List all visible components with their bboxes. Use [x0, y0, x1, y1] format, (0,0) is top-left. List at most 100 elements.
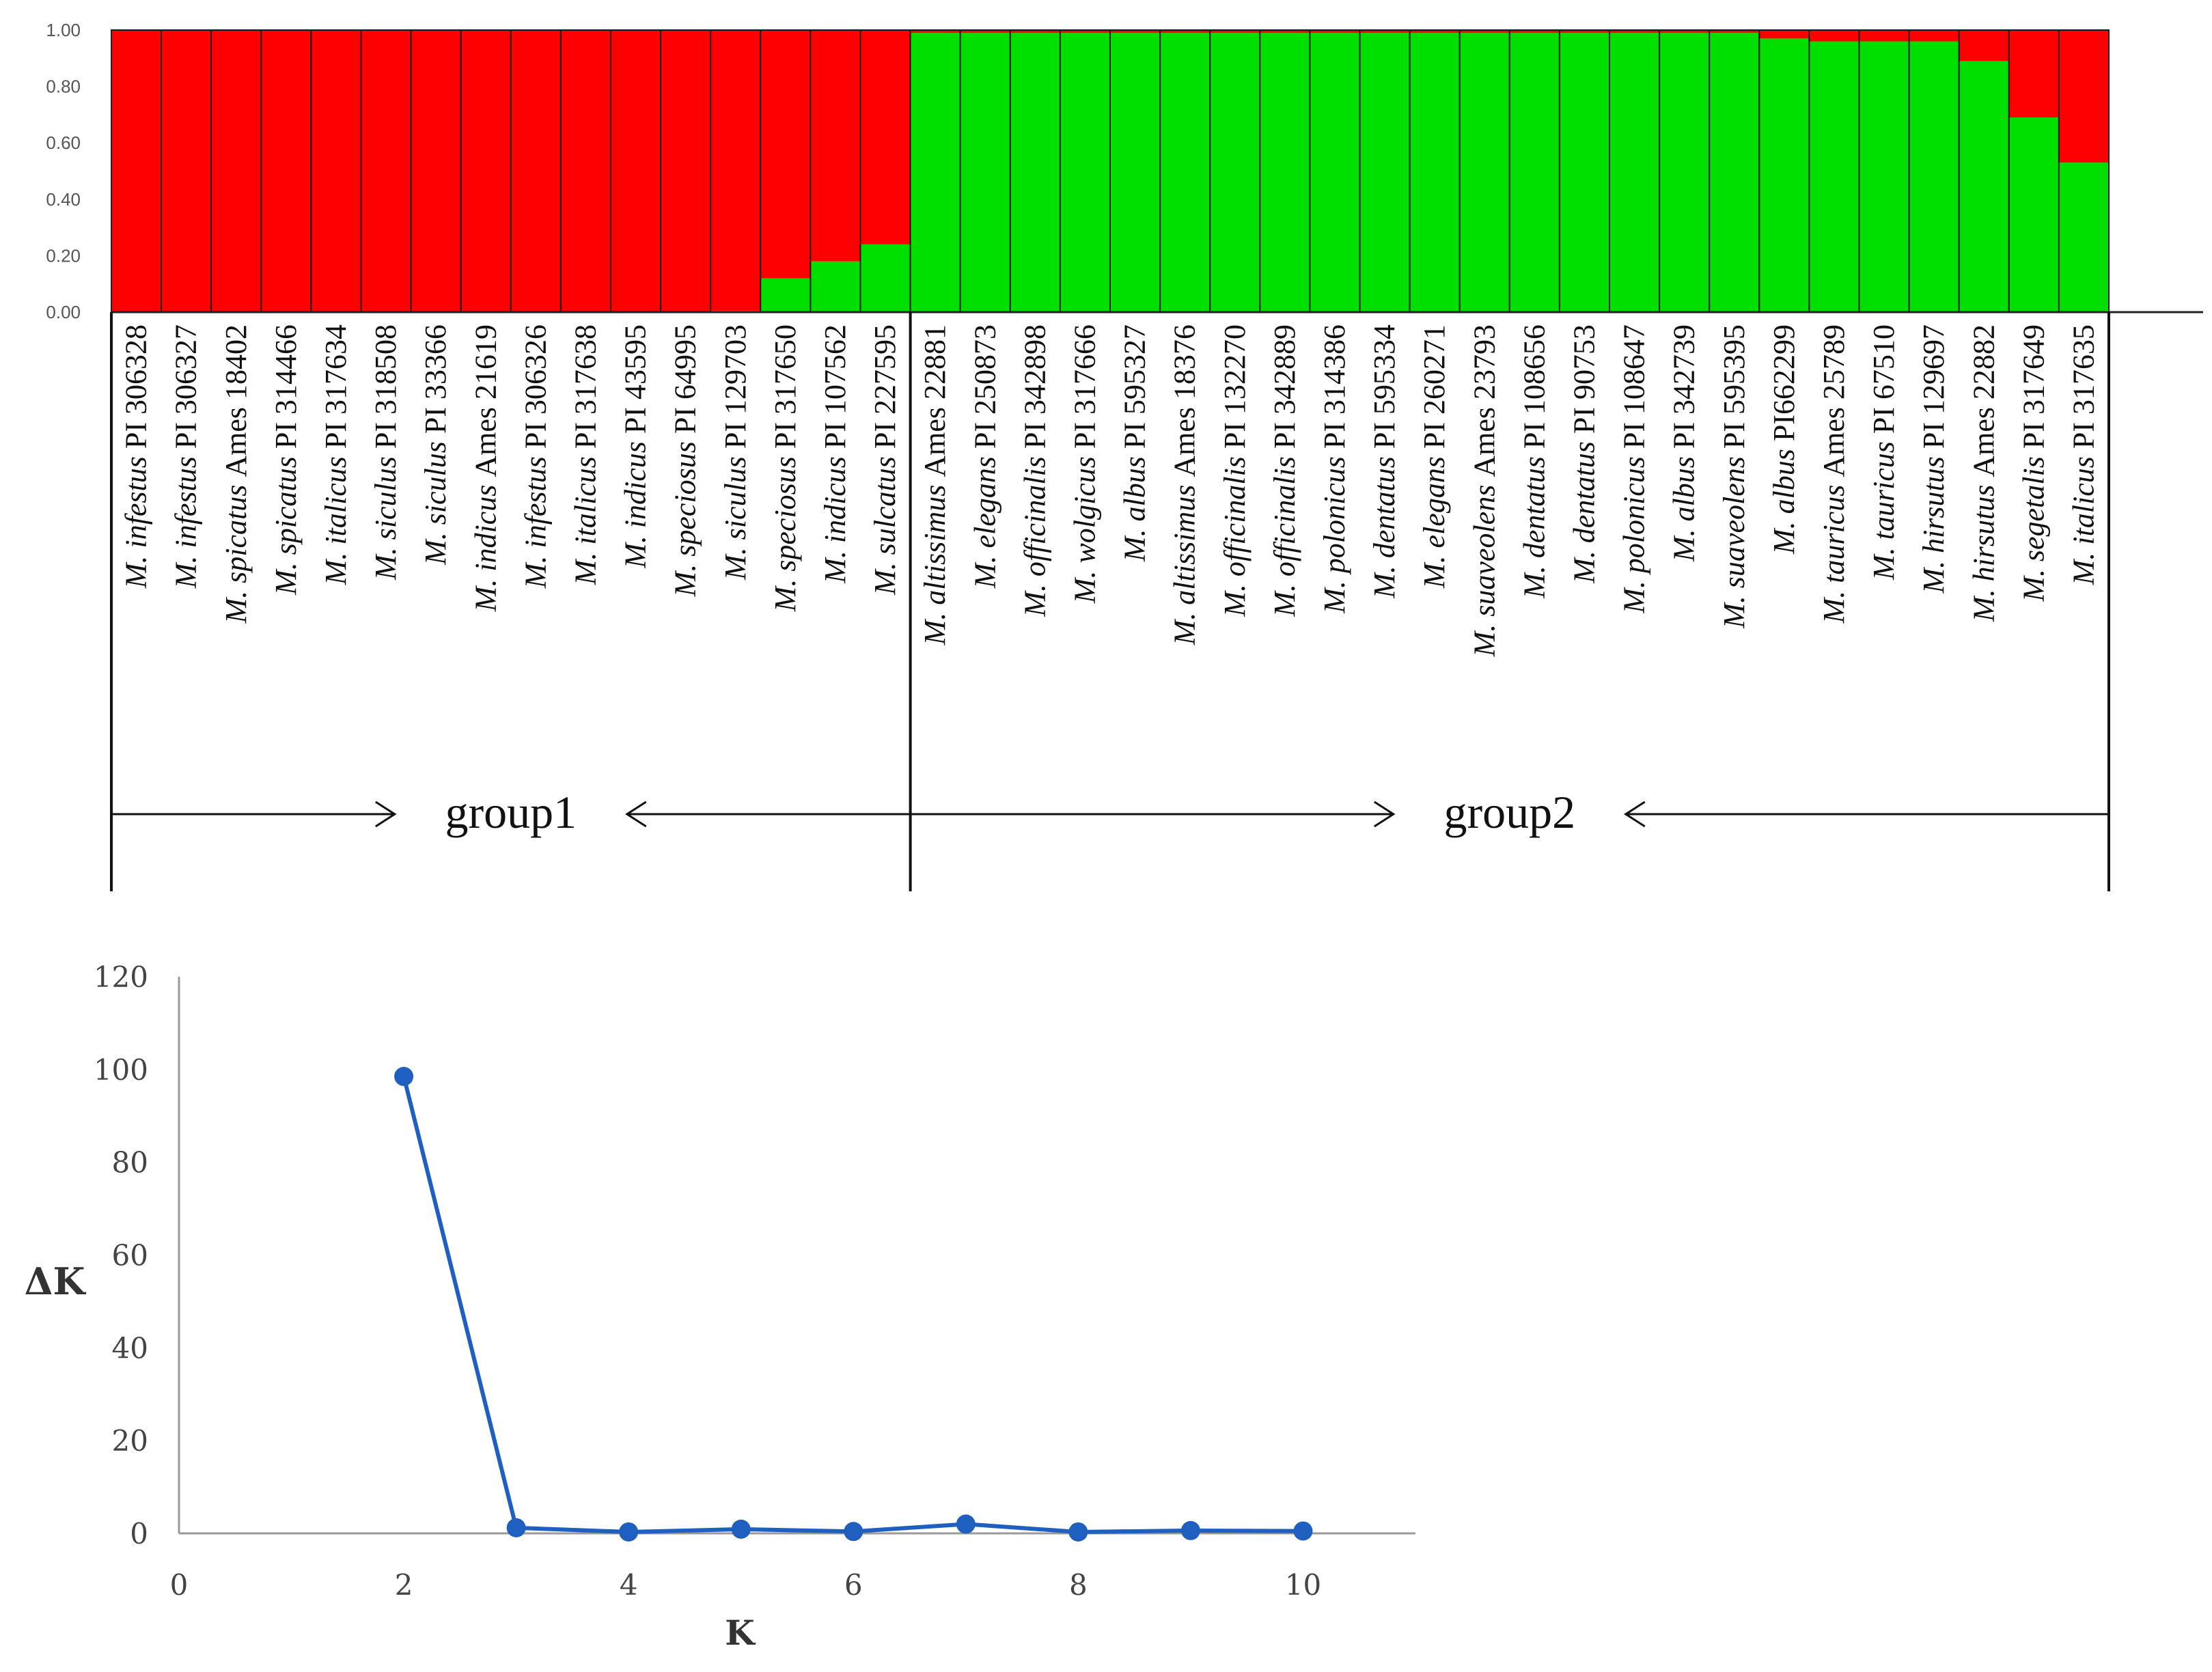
sample-label: M. dentatus PI 595334 [1368, 324, 1401, 599]
sample-label: M. indicus PI 43595 [619, 324, 652, 569]
sample-accession: PI 317666 [1068, 324, 1101, 449]
bar-segment-red [361, 30, 411, 312]
bar-segment-red [810, 30, 861, 262]
sample-accession: PI 306328 [120, 324, 153, 449]
bar-segment-green [1659, 33, 1710, 312]
sample-accession: Ames 21619 [469, 324, 502, 477]
bar-segment-red [211, 30, 262, 312]
line-x-tick-label: 0 [170, 1568, 189, 1602]
bar-segment-red [2008, 30, 2059, 118]
bar-segment-green [1609, 33, 1660, 312]
sample-accession: PI 317650 [769, 324, 802, 449]
structure-bar-chart: 0.00 0.20 0.40 0.60 0.80 1.00 M. infestus PI … [46, 20, 2203, 891]
sample-accession: PI 595395 [1717, 324, 1751, 449]
sample-accession: PI 317635 [2066, 324, 2100, 449]
bar-segment-red [960, 30, 1010, 33]
bar-segment-red [1310, 30, 1360, 33]
sample-accession: PI 306326 [519, 324, 552, 449]
sample-accession: Ames 23793 [1467, 324, 1501, 477]
sample-label: M. officinalis PI 342889 [1268, 324, 1301, 617]
sample-label: M. hirsutus Ames 22882 [1967, 324, 2000, 622]
sample-species: M. officinalis [1018, 449, 1051, 617]
sample-species: M. elegans [1418, 449, 1451, 589]
line-x-tick-label: 10 [1285, 1568, 1321, 1602]
sample-accession: Ames 22881 [918, 324, 952, 477]
sample-label: M. wolgicus PI 317666 [1068, 324, 1101, 604]
sample-species: M. italicus [2066, 449, 2100, 585]
bar-segment-green [960, 33, 1010, 312]
sample-accession: PI 314466 [269, 324, 303, 449]
sample-species: M. infestus [169, 449, 203, 589]
sample-accession: PI 250873 [968, 324, 1001, 449]
delta-k-point [956, 1514, 976, 1534]
bar-segment-green [1459, 33, 1510, 312]
bar-segment-red [1260, 30, 1310, 33]
bar-segment-red [1110, 30, 1161, 33]
bar-segment-green [760, 278, 811, 312]
bar-segment-red [1709, 30, 1760, 33]
delta-k-series [394, 1067, 1313, 1542]
sample-label: M. siculus PI 129703 [719, 324, 752, 581]
bar-segment-red [2058, 30, 2109, 163]
bar-segment-green [1909, 41, 1959, 313]
sample-label: M. officinalis PI 342898 [1018, 324, 1051, 617]
bar-segment-green [2058, 163, 2109, 312]
bar-segment-red [560, 30, 611, 312]
sample-species: M. speciosus [769, 449, 802, 612]
bar-segment-red [1409, 30, 1460, 33]
delta-k-point [1180, 1520, 1200, 1540]
sample-accession: PI 306327 [169, 324, 203, 449]
sample-accession: PI 595327 [1118, 324, 1152, 449]
sample-label: M. suaveolens PI 595395 [1717, 324, 1751, 629]
group-label: group1 [445, 786, 577, 838]
sample-label: M. albus PI662299 [1767, 324, 1801, 555]
sample-accession: PI 67510 [1867, 324, 1900, 434]
bar-segment-green [1010, 33, 1060, 312]
delta-k-line [402, 1076, 1303, 1534]
bar-segment-green [1959, 61, 2009, 313]
sample-label: M. italicus PI 317638 [568, 324, 602, 585]
line-x-tick-label: 6 [844, 1568, 863, 1602]
sample-species: M. siculus [369, 449, 402, 581]
sample-species: M. infestus [120, 449, 153, 589]
sample-species: M. albus [1118, 449, 1152, 562]
sample-species: M. sulcatus [868, 449, 902, 596]
bar-axes [111, 30, 2203, 314]
sample-label: M. spicatus PI 314466 [269, 324, 303, 596]
line-y-tick-label: 0 [130, 1517, 148, 1550]
sample-label: M. italicus PI 317635 [2066, 324, 2100, 585]
bar-segment-green [860, 244, 911, 312]
sample-accession: Ames 22882 [1967, 324, 2000, 477]
bar-segment-green [1559, 33, 1609, 312]
bar-segment-green [1759, 38, 1810, 312]
bar-segment-red [1010, 30, 1060, 33]
bar-segment-green [1060, 33, 1110, 312]
bar-segment-red [1809, 30, 1860, 42]
line-y-tick-label: 80 [112, 1146, 148, 1180]
bar-y-tick-label: 0.80 [46, 76, 81, 97]
sample-species: M. officinalis [1218, 449, 1252, 617]
bar-segment-red [910, 30, 960, 33]
sample-label: M. spicatus Ames 18402 [219, 324, 253, 624]
sample-species: M. hirsutus [1967, 477, 2000, 622]
bar-segment-green [1260, 33, 1310, 312]
group-arrow-left-head [1373, 800, 1396, 828]
bar-y-tick-label: 0.00 [46, 302, 81, 322]
bar-segment-red [111, 30, 162, 312]
bar-segment-red [161, 30, 212, 312]
sample-accession: PI 318508 [369, 324, 402, 449]
sample-species: M. italicus [319, 449, 352, 585]
sample-label: M. speciosus PI 317650 [769, 324, 802, 612]
bar-segment-green [1709, 33, 1760, 312]
sample-accession: PI 108647 [1618, 324, 1651, 449]
sample-accession: PI 43595 [619, 324, 652, 434]
sample-species: M. suaveolens [1717, 449, 1751, 629]
sample-label: M. altissimus Ames 22881 [918, 324, 952, 645]
sample-label: M. albus PI 342739 [1668, 324, 1701, 562]
bar-segment-red [611, 30, 661, 312]
bar-segment-red [460, 30, 511, 312]
bar-segment-red [1210, 30, 1260, 33]
sample-accession: PI 227595 [868, 324, 902, 449]
